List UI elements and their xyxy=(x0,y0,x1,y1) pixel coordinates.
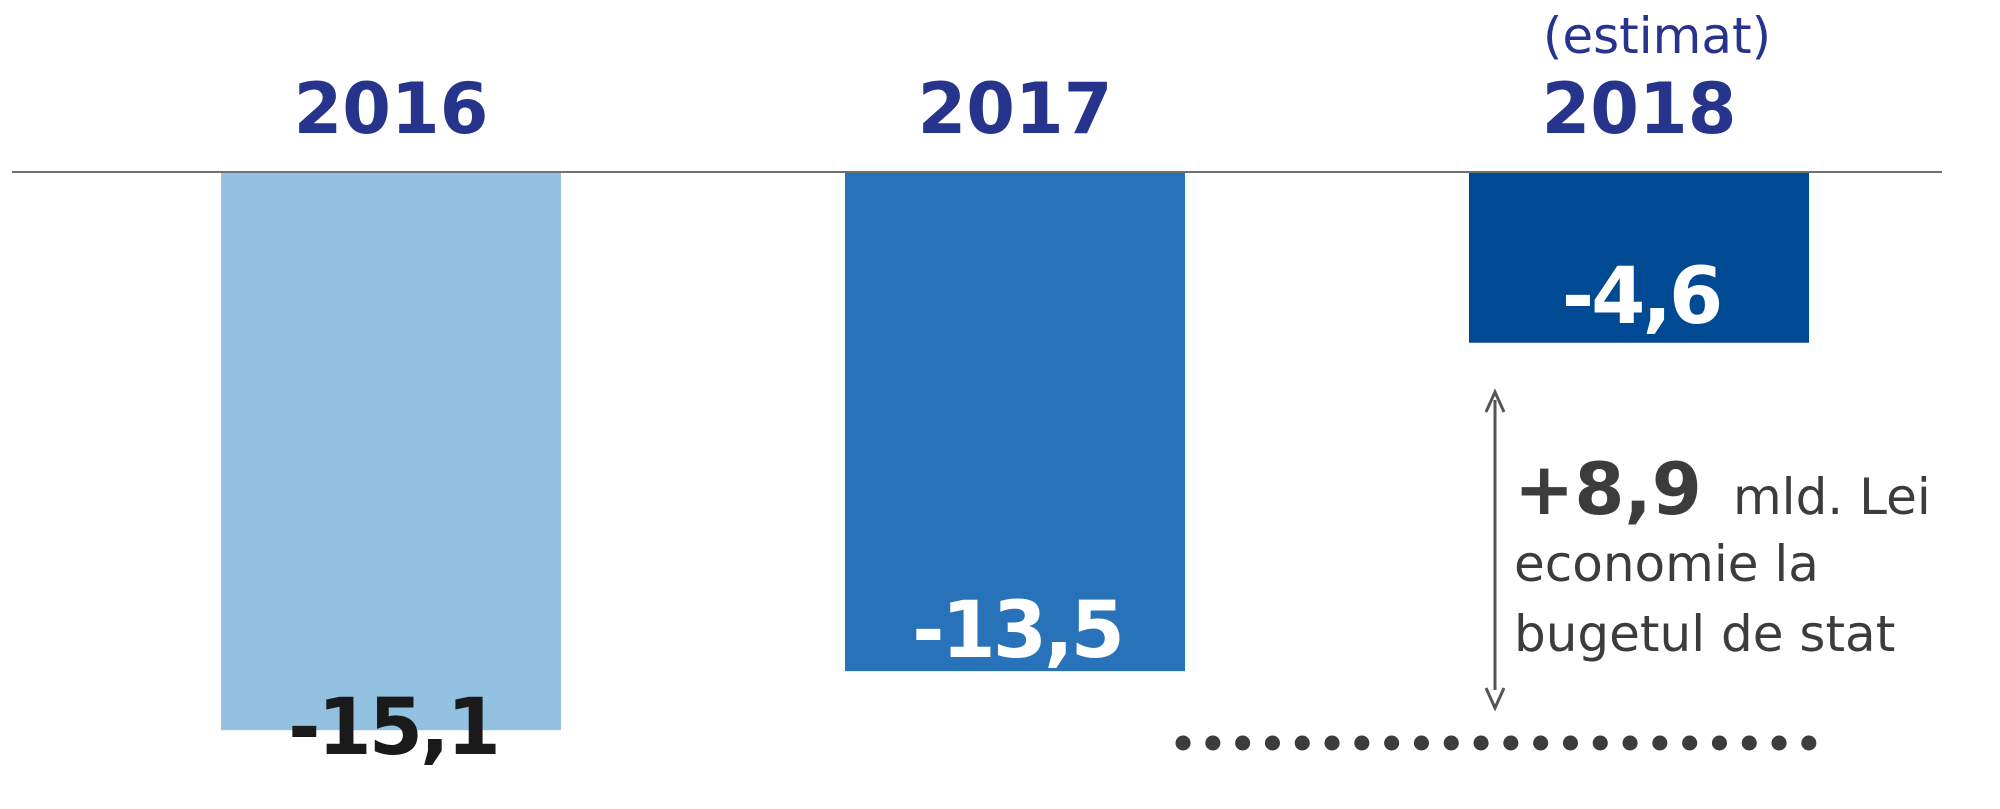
savings-value-line: +8,9 mld. Lei xyxy=(1514,447,1931,531)
value-label-2017: -13,5 xyxy=(912,586,1122,676)
savings-unit: mld. Lei xyxy=(1733,468,1931,526)
savings-text-line-2: bugetul de stat xyxy=(1514,605,1895,663)
bars-group xyxy=(221,173,1809,731)
bar-2018 xyxy=(1469,173,1809,343)
savings-value: +8,9 xyxy=(1514,447,1702,531)
savings-text-line-1: economie la xyxy=(1514,535,1819,593)
savings-annotation: +8,9 mld. Lei economie la bugetul de sta… xyxy=(1175,388,1931,751)
value-label-2016: -15,1 xyxy=(288,683,498,773)
value-label-2018: -4,6 xyxy=(1562,252,1721,342)
labels-group: 2016 -15,1 2017 -13,5 2018(estimat) -4,6 xyxy=(288,7,1771,773)
year-label-2018: 2018 xyxy=(1542,68,1737,150)
bar-2016 xyxy=(221,173,561,731)
bar-2017 xyxy=(845,173,1185,672)
arrow-head-up-icon xyxy=(1484,388,1506,413)
year-label-2017: 2017 xyxy=(918,68,1113,150)
year-note-2018: (estimat) xyxy=(1543,7,1771,65)
difference-arrow xyxy=(1484,388,1506,712)
arrow-head-down-icon xyxy=(1484,687,1506,712)
year-label-2016: 2016 xyxy=(294,68,489,150)
